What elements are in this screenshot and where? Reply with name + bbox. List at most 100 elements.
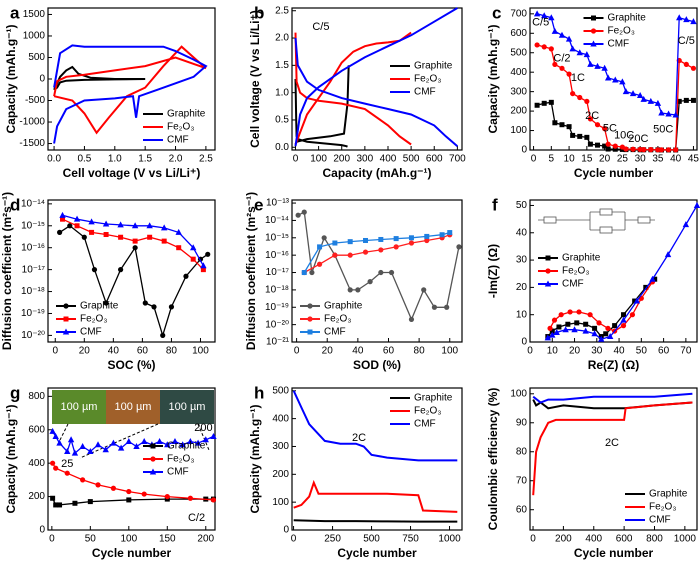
- y-tick-label: 10⁻¹⁹: [21, 308, 45, 319]
- legend-label: Fe₂O₃: [414, 74, 441, 85]
- marker: [587, 60, 594, 67]
- x-tick-label: 1000: [674, 534, 697, 545]
- marker: [541, 100, 547, 106]
- legend: Graphite Fe₂O₃ CMF: [390, 393, 453, 430]
- marker: [594, 62, 601, 69]
- marker: [664, 251, 672, 258]
- y-tick-label: 10⁻¹⁹: [265, 302, 289, 313]
- legend-label: Fe₂O₃: [324, 314, 351, 325]
- y-axis-label: Capacity (mAh.g⁻¹): [486, 24, 500, 133]
- y-tick-label: 400: [28, 458, 45, 469]
- marker: [549, 331, 556, 338]
- marker: [676, 14, 683, 21]
- x-tick-label: 0: [294, 346, 300, 357]
- marker: [307, 303, 313, 309]
- micrograph: [106, 390, 160, 424]
- marker: [620, 316, 627, 323]
- marker: [569, 45, 576, 52]
- legend-label: Graphite: [324, 301, 363, 312]
- x-tick-label: 10: [547, 346, 559, 357]
- series-line: [53, 65, 146, 91]
- marker: [110, 485, 117, 491]
- y-tick-label: 100: [510, 388, 527, 399]
- marker: [179, 441, 186, 448]
- marker: [439, 232, 445, 238]
- y-tick-label: 0: [521, 337, 527, 348]
- panel-label: c: [492, 3, 501, 22]
- marker: [117, 444, 125, 451]
- marker: [187, 437, 194, 444]
- marker: [102, 220, 110, 227]
- marker: [541, 44, 547, 50]
- y-axis-label: Diffusion coefficient (m²s⁻¹): [244, 192, 258, 350]
- y-tick-label: 300: [272, 441, 289, 452]
- panel-label: h: [254, 383, 264, 402]
- y-tick-label: 600: [28, 424, 45, 435]
- marker: [590, 40, 597, 47]
- marker: [194, 439, 202, 446]
- marker: [566, 124, 572, 130]
- marker: [601, 64, 608, 71]
- marker: [619, 78, 626, 85]
- x-tick-label: 0: [49, 534, 55, 545]
- legend-label: CMF: [608, 39, 630, 50]
- x-tick-label: 2.0: [169, 154, 183, 165]
- legend-label: CMF: [80, 327, 102, 338]
- legend-label: Graphite: [414, 393, 453, 404]
- marker: [126, 497, 132, 503]
- marker: [408, 316, 415, 323]
- y-tick-label: 1.0: [275, 87, 289, 98]
- marker: [612, 143, 618, 149]
- marker: [591, 330, 598, 337]
- y-tick-label: 0: [39, 525, 45, 536]
- annotation: 10C: [614, 129, 634, 141]
- x-tick-label: 600: [426, 154, 443, 165]
- marker: [408, 240, 415, 246]
- marker: [584, 134, 590, 140]
- marker: [630, 146, 636, 152]
- y-tick-label: 10⁻¹⁶: [265, 250, 289, 261]
- x-tick-label: 800: [646, 534, 663, 545]
- y-tick-label: 600: [510, 28, 527, 39]
- marker: [50, 495, 56, 501]
- annotation: 2C: [585, 110, 599, 122]
- marker: [605, 146, 611, 152]
- marker: [307, 316, 313, 322]
- marker: [347, 252, 353, 258]
- y-tick-label: 10⁻¹⁷: [266, 267, 290, 278]
- panel: 0 20 40 60 80 100 10⁻²¹ 10⁻²⁰ 10⁻¹⁹ 10⁻¹⁸ 10⁻¹⁷ 10⁻…: [244, 192, 463, 372]
- marker: [605, 325, 611, 331]
- y-tick-label: 200: [272, 469, 289, 480]
- marker: [53, 465, 59, 471]
- marker: [67, 436, 75, 443]
- marker: [140, 437, 148, 444]
- series-line: [294, 7, 459, 147]
- marker: [541, 12, 548, 19]
- marker: [301, 270, 307, 276]
- y-tick-label: 500: [272, 385, 289, 396]
- panel: 0 5 10 15 20 25 30 35 40 45 0 100 200 300 400 500 600 700…: [486, 3, 699, 180]
- legend-label: CMF: [414, 87, 436, 98]
- marker: [590, 28, 597, 34]
- y-tick-label: 10⁻¹⁵: [21, 220, 45, 231]
- y-tick-label: 10⁻¹⁸: [265, 285, 289, 296]
- legend-label: Fe₂O₃: [649, 502, 676, 513]
- series-line: [294, 31, 412, 146]
- legend-label: CMF: [167, 467, 189, 478]
- legend: Graphite Fe₂O₃ CMF: [300, 301, 363, 338]
- marker: [605, 141, 611, 147]
- marker: [595, 142, 601, 148]
- marker: [658, 147, 665, 153]
- y-axis-label: Capacity (mAh.g⁻¹): [248, 404, 262, 513]
- marker: [132, 238, 138, 244]
- y-tick-label: 10: [516, 309, 528, 320]
- marker: [566, 71, 572, 77]
- x-tick-label: 300: [357, 154, 374, 165]
- marker: [57, 502, 63, 508]
- marker: [431, 304, 438, 310]
- marker: [378, 236, 384, 242]
- x-axis-label: Re(Z) (Ω): [588, 358, 640, 372]
- marker: [421, 287, 427, 293]
- legend-label: CMF: [414, 419, 436, 430]
